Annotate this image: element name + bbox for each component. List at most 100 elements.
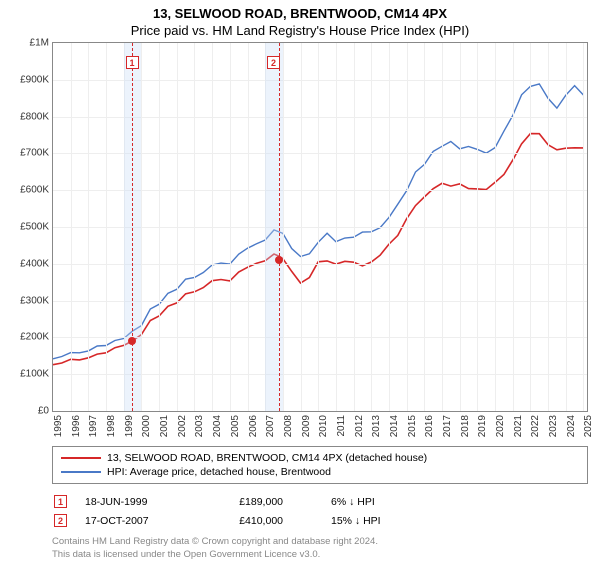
x-axis-label: 2010: [318, 415, 329, 437]
marker-box: 1: [126, 56, 139, 69]
x-axis-label: 2020: [495, 415, 506, 437]
y-axis-label: £800K: [20, 111, 49, 122]
transaction-diff: 15% ↓ HPI: [331, 515, 431, 527]
x-axis-label: 2015: [407, 415, 418, 437]
y-axis-label: £600K: [20, 185, 49, 196]
x-axis-label: 2001: [159, 415, 170, 437]
x-axis-label: 2002: [177, 415, 188, 437]
legend-label: HPI: Average price, detached house, Bren…: [107, 466, 331, 478]
x-axis-label: 2003: [194, 415, 205, 437]
grid-v: [336, 43, 337, 411]
grid-v: [548, 43, 549, 411]
grid-v: [354, 43, 355, 411]
transaction-dot: [128, 337, 136, 345]
grid-v: [566, 43, 567, 411]
x-axis-label: 2000: [141, 415, 152, 437]
plot-area: £0£100K£200K£300K£400K£500K£600K£700K£80…: [52, 42, 588, 412]
x-axis-label: 2007: [265, 415, 276, 437]
grid-v: [88, 43, 89, 411]
transaction-diff: 6% ↓ HPI: [331, 496, 431, 508]
x-axis-label: 2004: [212, 415, 223, 437]
grid-v: [248, 43, 249, 411]
x-axis-label: 2009: [301, 415, 312, 437]
grid-v: [159, 43, 160, 411]
legend-label: 13, SELWOOD ROAD, BRENTWOOD, CM14 4PX (d…: [107, 452, 427, 464]
grid-v: [389, 43, 390, 411]
legend-block: 13, SELWOOD ROAD, BRENTWOOD, CM14 4PX (d…: [52, 446, 588, 530]
transaction-row: 2 17-OCT-2007 £410,000 15% ↓ HPI: [52, 511, 588, 530]
grid-v: [106, 43, 107, 411]
transaction-dash: [279, 43, 280, 411]
x-axis-label: 2014: [389, 415, 400, 437]
transaction-price: £410,000: [203, 515, 313, 527]
y-axis-label: £900K: [20, 74, 49, 85]
footnote: Contains HM Land Registry data © Crown c…: [52, 536, 588, 562]
grid-v: [194, 43, 195, 411]
y-axis-label: £700K: [20, 148, 49, 159]
x-axis-label: 2005: [230, 415, 241, 437]
transaction-price: £189,000: [203, 496, 313, 508]
grid-v: [71, 43, 72, 411]
y-axis-label: £400K: [20, 258, 49, 269]
transaction-date: 17-OCT-2007: [85, 515, 185, 527]
y-axis-label: £1M: [30, 38, 49, 49]
x-axis-label: 2006: [248, 415, 259, 437]
y-axis-label: £500K: [20, 222, 49, 233]
transaction-row: 1 18-JUN-1999 £189,000 6% ↓ HPI: [52, 492, 588, 511]
x-axis-label: 2024: [566, 415, 577, 437]
x-axis-label: 2013: [371, 415, 382, 437]
grid-v: [371, 43, 372, 411]
grid-v: [407, 43, 408, 411]
grid-v: [477, 43, 478, 411]
y-axis-label: £0: [38, 406, 49, 417]
x-axis-label: 1997: [88, 415, 99, 437]
x-axis-label: 1996: [71, 415, 82, 437]
y-axis-label: £200K: [20, 332, 49, 343]
transaction-marker: 1: [54, 495, 67, 508]
grid-v: [301, 43, 302, 411]
grid-v: [495, 43, 496, 411]
x-axis-label: 2008: [283, 415, 294, 437]
legend-row: HPI: Average price, detached house, Bren…: [61, 465, 579, 479]
y-axis-label: £100K: [20, 369, 49, 380]
x-axis-label: 2017: [442, 415, 453, 437]
grid-v: [424, 43, 425, 411]
transaction-date: 18-JUN-1999: [85, 496, 185, 508]
legend-box: 13, SELWOOD ROAD, BRENTWOOD, CM14 4PX (d…: [52, 446, 588, 484]
grid-v: [513, 43, 514, 411]
grid-v: [460, 43, 461, 411]
x-axis-label: 2018: [460, 415, 471, 437]
legend-row: 13, SELWOOD ROAD, BRENTWOOD, CM14 4PX (d…: [61, 451, 579, 465]
grid-v: [283, 43, 284, 411]
marker-box: 2: [267, 56, 280, 69]
transaction-dot: [275, 256, 283, 264]
legend-swatch: [61, 457, 101, 459]
transaction-dash: [132, 43, 133, 411]
x-axis-label: 2012: [354, 415, 365, 437]
chart-title-2: Price paid vs. HM Land Registry's House …: [0, 21, 600, 42]
grid-v: [318, 43, 319, 411]
x-axis-label: 1998: [106, 415, 117, 437]
legend-swatch: [61, 471, 101, 473]
x-axis-label: 2016: [424, 415, 435, 437]
x-axis-label: 2025: [583, 415, 594, 437]
chart-title-1: 13, SELWOOD ROAD, BRENTWOOD, CM14 4PX: [0, 0, 600, 21]
grid-v: [230, 43, 231, 411]
transaction-table: 1 18-JUN-1999 £189,000 6% ↓ HPI 2 17-OCT-2007…: [52, 492, 588, 530]
x-axis-label: 2022: [530, 415, 541, 437]
transaction-marker: 2: [54, 514, 67, 527]
x-axis-label: 2021: [513, 415, 524, 437]
x-axis-label: 1995: [53, 415, 64, 437]
x-axis-label: 2019: [477, 415, 488, 437]
grid-v: [177, 43, 178, 411]
y-axis-label: £300K: [20, 295, 49, 306]
x-axis-label: 2011: [336, 415, 347, 437]
grid-v: [442, 43, 443, 411]
grid-v: [141, 43, 142, 411]
x-axis-label: 2023: [548, 415, 559, 437]
footnote-line-2: This data is licensed under the Open Gov…: [52, 549, 320, 560]
grid-v: [583, 43, 584, 411]
x-axis-label: 1999: [124, 415, 135, 437]
grid-v: [530, 43, 531, 411]
footnote-line-1: Contains HM Land Registry data © Crown c…: [52, 536, 378, 547]
